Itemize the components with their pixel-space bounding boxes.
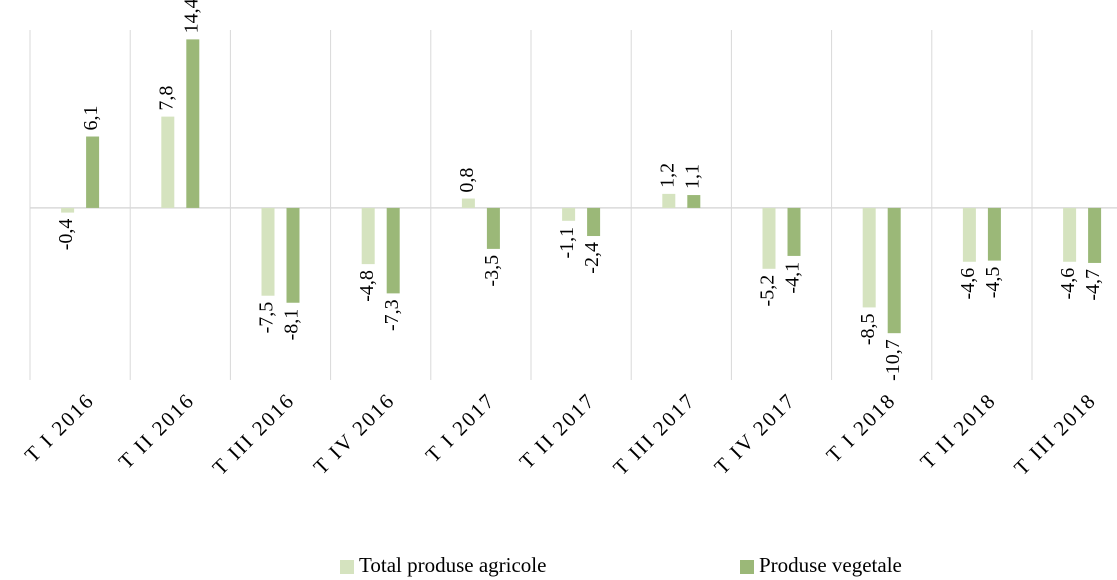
bar (386, 207, 400, 294)
x-tick-label: T III 2016 (208, 388, 300, 480)
bar (787, 207, 801, 256)
x-tick-label: T III 2017 (608, 388, 700, 480)
data-label: 14,4 (180, 0, 202, 33)
data-label: -4,6 (957, 268, 979, 300)
bar (687, 195, 701, 208)
x-tick-label: T I 2018 (821, 388, 900, 467)
bar (762, 207, 776, 269)
legend-swatch (340, 560, 354, 574)
data-label: -10,7 (882, 339, 904, 381)
bar (1063, 207, 1077, 262)
data-label: -3,5 (481, 255, 503, 287)
x-tick-label: T II 2018 (915, 388, 1001, 474)
data-label: -4,6 (1057, 268, 1079, 300)
bar (261, 207, 275, 296)
bar (286, 207, 300, 303)
data-label: -0,4 (55, 219, 77, 251)
data-label: -8,5 (857, 313, 879, 345)
bar (662, 193, 676, 208)
data-label: -1,1 (556, 227, 578, 259)
bar (186, 39, 200, 208)
data-label: -5,2 (757, 275, 779, 307)
bar (862, 207, 876, 308)
bar (486, 207, 500, 249)
data-label: 6,1 (80, 106, 102, 131)
x-tick-label: T IV 2016 (309, 388, 400, 479)
legend-label: Produse vegetale (759, 553, 902, 577)
x-tick-label: T III 2018 (1009, 388, 1101, 480)
x-tick-label: T II 2016 (114, 388, 200, 474)
bar (461, 198, 475, 208)
data-label: -4,1 (782, 262, 804, 294)
data-label: -2,4 (581, 242, 603, 274)
data-label: -8,1 (281, 309, 303, 341)
bar (587, 207, 601, 237)
legend-label: Total produse agricole (359, 553, 546, 577)
data-label: 7,8 (155, 86, 177, 111)
x-tick-label: T IV 2017 (709, 388, 800, 479)
bar (887, 207, 901, 334)
data-label: -4,8 (356, 270, 378, 302)
bar (161, 116, 175, 208)
bar (61, 207, 75, 213)
bar (962, 207, 976, 262)
x-tick-label: T II 2017 (515, 388, 601, 474)
data-label: 0,8 (456, 168, 478, 193)
legend-swatch (740, 560, 754, 574)
bar (361, 207, 375, 265)
data-label: -4,5 (982, 267, 1004, 299)
x-tick-label: T I 2016 (20, 388, 99, 467)
bar (987, 207, 1001, 261)
bar (1088, 207, 1102, 263)
data-label: -7,3 (381, 299, 403, 331)
bar (86, 136, 100, 208)
data-label: 1,2 (656, 163, 678, 188)
data-label: 1,1 (681, 164, 703, 189)
data-label: -7,5 (256, 302, 278, 334)
data-label: -4,7 (1082, 269, 1104, 301)
bar (562, 207, 576, 221)
x-tick-label: T I 2017 (421, 388, 500, 467)
